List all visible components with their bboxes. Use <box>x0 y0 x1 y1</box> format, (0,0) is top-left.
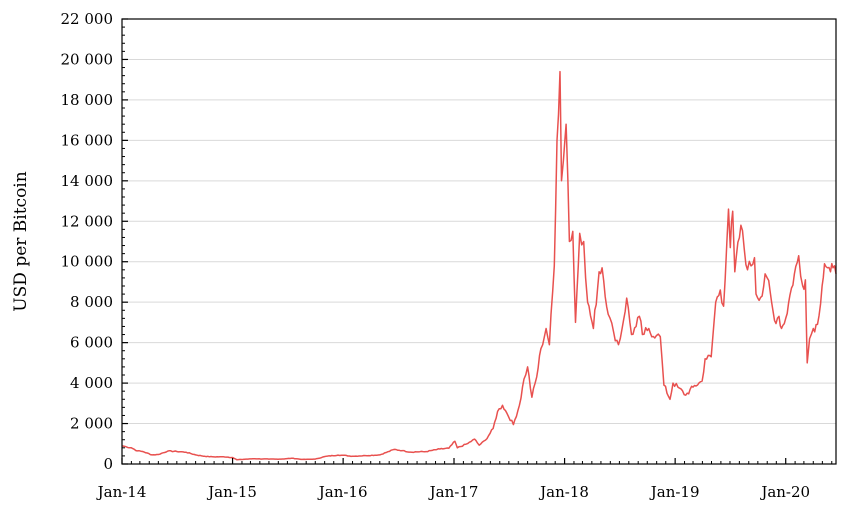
y-tick-label: 20 000 <box>61 50 114 68</box>
y-tick-label: 12 000 <box>61 212 114 230</box>
y-tick-label: 2 000 <box>70 415 113 433</box>
y-tick-label: 8 000 <box>70 293 113 311</box>
x-tick-label: Jan-15 <box>206 483 257 501</box>
series-layer <box>121 70 837 461</box>
y-axis-title: USD per Bitcoin <box>11 171 31 311</box>
x-tick-label: Jan-16 <box>317 483 368 501</box>
horizontal-gridlines <box>122 58 836 425</box>
x-tick-label: Jan-20 <box>759 483 810 501</box>
x-tick-label: Jan-18 <box>538 483 589 501</box>
y-axis: 0 2 000 4 000 6 000 8 000 10 000 12 000 14 000 1… <box>61 10 128 473</box>
y-tick-label: 16 000 <box>61 131 114 149</box>
y-tick-label: 0 <box>103 455 113 473</box>
y-tick-label: 14 000 <box>61 172 114 190</box>
y-tick-label: 4 000 <box>70 374 113 392</box>
y-tick-label: 18 000 <box>61 91 114 109</box>
x-tick-label: Jan-19 <box>649 483 700 501</box>
x-tick-label: Jan-14 <box>96 483 147 501</box>
x-axis: Jan-14 Jan-15 Jan-16 Jan-17 Jan-18 Jan-19 Jan-… <box>96 458 833 501</box>
price-series-line <box>121 70 837 461</box>
y-tick-label: 10 000 <box>61 253 114 271</box>
x-tick-label: Jan-17 <box>428 483 479 501</box>
y-tick-label: 6 000 <box>70 334 113 352</box>
plot-frame <box>121 18 837 465</box>
y-tick-label: 22 000 <box>61 10 114 28</box>
